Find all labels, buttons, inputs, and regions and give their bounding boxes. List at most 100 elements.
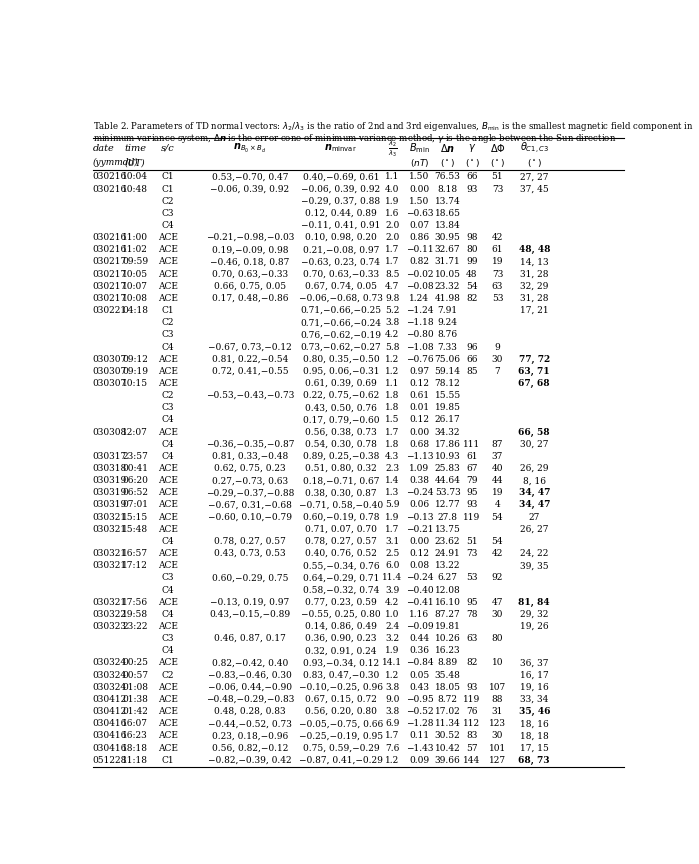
Text: 030321: 030321 [93,598,127,607]
Text: $(^\circ)$: $(^\circ)$ [440,157,455,168]
Text: 030324: 030324 [93,683,127,692]
Text: 5.8: 5.8 [385,342,400,352]
Text: 6.0: 6.0 [385,562,400,570]
Text: 81, 84: 81, 84 [519,598,550,607]
Text: 57: 57 [466,744,478,753]
Text: 16.10: 16.10 [435,598,461,607]
Text: 23:22: 23:22 [122,622,147,631]
Text: −0.52: −0.52 [405,707,433,716]
Text: 1.2: 1.2 [385,756,400,765]
Text: 0.22, 0.75,−0.62: 0.22, 0.75,−0.62 [303,391,379,400]
Text: 76: 76 [466,707,477,716]
Text: 18.65: 18.65 [435,209,461,218]
Text: 18, 18: 18, 18 [520,731,549,740]
Text: C3: C3 [161,330,174,340]
Text: 0.05: 0.05 [410,670,430,680]
Text: 96: 96 [466,342,477,352]
Text: 3.2: 3.2 [385,634,399,643]
Text: −0.06, 0.39, 0.92: −0.06, 0.39, 0.92 [301,185,380,194]
Text: 37, 45: 37, 45 [520,185,549,194]
Text: ACE: ACE [157,695,178,704]
Text: 13.84: 13.84 [435,221,461,230]
Text: −0.60, 0.10,−0.79: −0.60, 0.10,−0.79 [208,512,292,522]
Text: 0.64,−0.29, 0.71: 0.64,−0.29, 0.71 [303,574,379,582]
Text: 030216: 030216 [93,185,127,194]
Text: 23.32: 23.32 [435,282,461,291]
Text: 0.27,−0.73, 0.63: 0.27,−0.73, 0.63 [212,476,288,486]
Text: 123: 123 [489,719,506,728]
Text: 0.11: 0.11 [410,731,429,740]
Text: −0.10,−0.25, 0.96: −0.10,−0.25, 0.96 [299,683,383,692]
Text: 0.60,−0.29, 0.75: 0.60,−0.29, 0.75 [212,574,288,582]
Text: 1.5: 1.5 [385,416,400,424]
Text: 0.36: 0.36 [410,646,429,655]
Text: 1.9: 1.9 [385,512,400,522]
Text: 3.1: 3.1 [385,537,400,546]
Text: 11:02: 11:02 [122,245,148,254]
Text: ACE: ACE [157,379,178,388]
Text: 18, 16: 18, 16 [520,719,549,728]
Text: 17, 21: 17, 21 [520,306,549,315]
Text: $\gamma$: $\gamma$ [468,143,476,155]
Text: 030412: 030412 [93,707,127,716]
Text: 2.3: 2.3 [385,464,399,473]
Text: 0.71,−0.66,−0.24: 0.71,−0.66,−0.24 [301,318,382,327]
Text: 7: 7 [495,367,500,376]
Text: ACE: ACE [157,294,178,303]
Text: 15:48: 15:48 [122,524,148,534]
Text: 8.5: 8.5 [385,270,400,278]
Text: ACE: ACE [157,367,178,376]
Text: 16:23: 16:23 [122,731,148,740]
Text: 44: 44 [491,476,503,486]
Text: 0.51, 0.80, 0.32: 0.51, 0.80, 0.32 [305,464,377,473]
Text: $B_{\rm min}$: $B_{\rm min}$ [409,142,430,156]
Text: 78.12: 78.12 [435,379,461,388]
Text: C3: C3 [161,574,174,582]
Text: 0.61, 0.39, 0.69: 0.61, 0.39, 0.69 [305,379,377,388]
Text: 0.38: 0.38 [410,476,429,486]
Text: 0.67, 0.74, 0.05: 0.67, 0.74, 0.05 [305,282,377,291]
Text: 2.0: 2.0 [385,221,400,230]
Text: C4: C4 [161,440,174,448]
Text: 01:38: 01:38 [122,695,148,704]
Text: 0.71,−0.66,−0.25: 0.71,−0.66,−0.25 [301,306,382,315]
Text: 0.75, 0.59,−0.29: 0.75, 0.59,−0.29 [303,744,380,753]
Text: ACE: ACE [157,562,178,570]
Text: −1.08: −1.08 [405,342,433,352]
Text: 01:42: 01:42 [122,707,148,716]
Text: 0.19,−0.09, 0.98: 0.19,−0.09, 0.98 [212,245,288,254]
Text: 44.64: 44.64 [435,476,461,486]
Text: 112: 112 [463,719,480,728]
Text: 87.27: 87.27 [435,610,461,619]
Text: 1.9: 1.9 [385,646,400,655]
Text: 27: 27 [528,512,540,522]
Text: 0.00: 0.00 [410,185,429,194]
Text: 030323: 030323 [93,622,127,631]
Text: 47: 47 [491,598,503,607]
Text: ACE: ACE [157,598,178,607]
Text: −1.18: −1.18 [405,318,433,327]
Text: −0.87, 0.41,−0.29: −0.87, 0.41,−0.29 [299,756,383,765]
Text: 09:59: 09:59 [122,257,148,266]
Text: 29, 32: 29, 32 [520,610,549,619]
Text: 34, 47: 34, 47 [519,500,550,510]
Text: 35.48: 35.48 [435,670,461,680]
Text: 59.14: 59.14 [435,367,461,376]
Text: C4: C4 [161,221,174,230]
Text: 66: 66 [466,354,477,364]
Text: 09:19: 09:19 [122,367,148,376]
Text: ACE: ACE [157,245,178,254]
Text: 23:57: 23:57 [122,452,148,461]
Text: 11:18: 11:18 [122,756,148,765]
Text: −0.71, 0.58,−0.40: −0.71, 0.58,−0.40 [299,500,383,510]
Text: 0.06: 0.06 [410,500,429,510]
Text: 0.67, 0.15, 0.72: 0.67, 0.15, 0.72 [305,695,377,704]
Text: 030319: 030319 [93,476,127,486]
Text: 32, 29: 32, 29 [520,282,549,291]
Text: 4.2: 4.2 [385,330,400,340]
Text: 0.32, 0.91, 0.24: 0.32, 0.91, 0.24 [305,646,377,655]
Text: 4.0: 4.0 [385,185,400,194]
Text: 48, 48: 48, 48 [519,245,550,254]
Text: $\theta_{C1,C3}$: $\theta_{C1,C3}$ [520,141,549,156]
Text: 0.70, 0.63,−0.33: 0.70, 0.63,−0.33 [212,270,288,278]
